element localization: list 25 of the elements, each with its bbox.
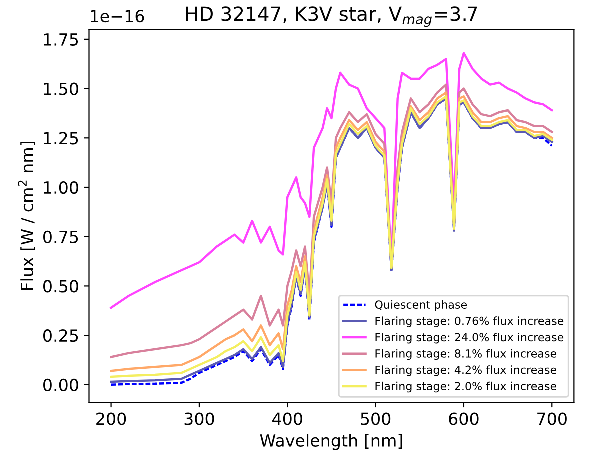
x-tick-label: 600 — [449, 412, 479, 426]
y-tick-label: 1.75 — [44, 34, 78, 46]
y-tick-label: 1.50 — [44, 82, 78, 96]
legend-label: Flaring stage: 0.76% flux increase — [376, 316, 564, 328]
legend-label: Flaring stage: 8.1% flux increase — [376, 349, 557, 360]
legend-label: Flaring stage: 2.0% flux increase — [376, 382, 557, 393]
y-tick-label: 0.00 — [44, 378, 78, 392]
chart-title: HD 32147, K3V star, V$_{mag}$=3.7 — [186, 6, 478, 28]
x-tick-label: 400 — [272, 412, 302, 426]
text: 1e−16 — [91, 10, 144, 23]
x-tick-label: 700 — [538, 412, 567, 426]
legend-label: Flaring stage: 4.2% flux increase — [376, 366, 557, 376]
y-tick-label: 0.25 — [44, 330, 78, 342]
x-tick-label: 500 — [361, 412, 391, 426]
x-tick-label: 300 — [184, 412, 214, 426]
line-series — [110, 52, 554, 310]
legend-label: Flaring stage: 24.0% flux increase — [376, 332, 564, 344]
x-axis-title: Wavelength [nm] — [260, 434, 402, 450]
y-tick-label: 1.25 — [44, 132, 78, 145]
x-tick-label: 200 — [96, 412, 126, 426]
y-tick-label: 0.50 — [44, 280, 78, 293]
legend-label: Quiescent phase — [375, 300, 467, 312]
y-tick-label: 1.00 — [44, 181, 78, 194]
y-axis-title: Flux [W / cm$^{2}$ nm] — [18, 142, 36, 290]
y-tick-label: 0.75 — [44, 230, 78, 244]
